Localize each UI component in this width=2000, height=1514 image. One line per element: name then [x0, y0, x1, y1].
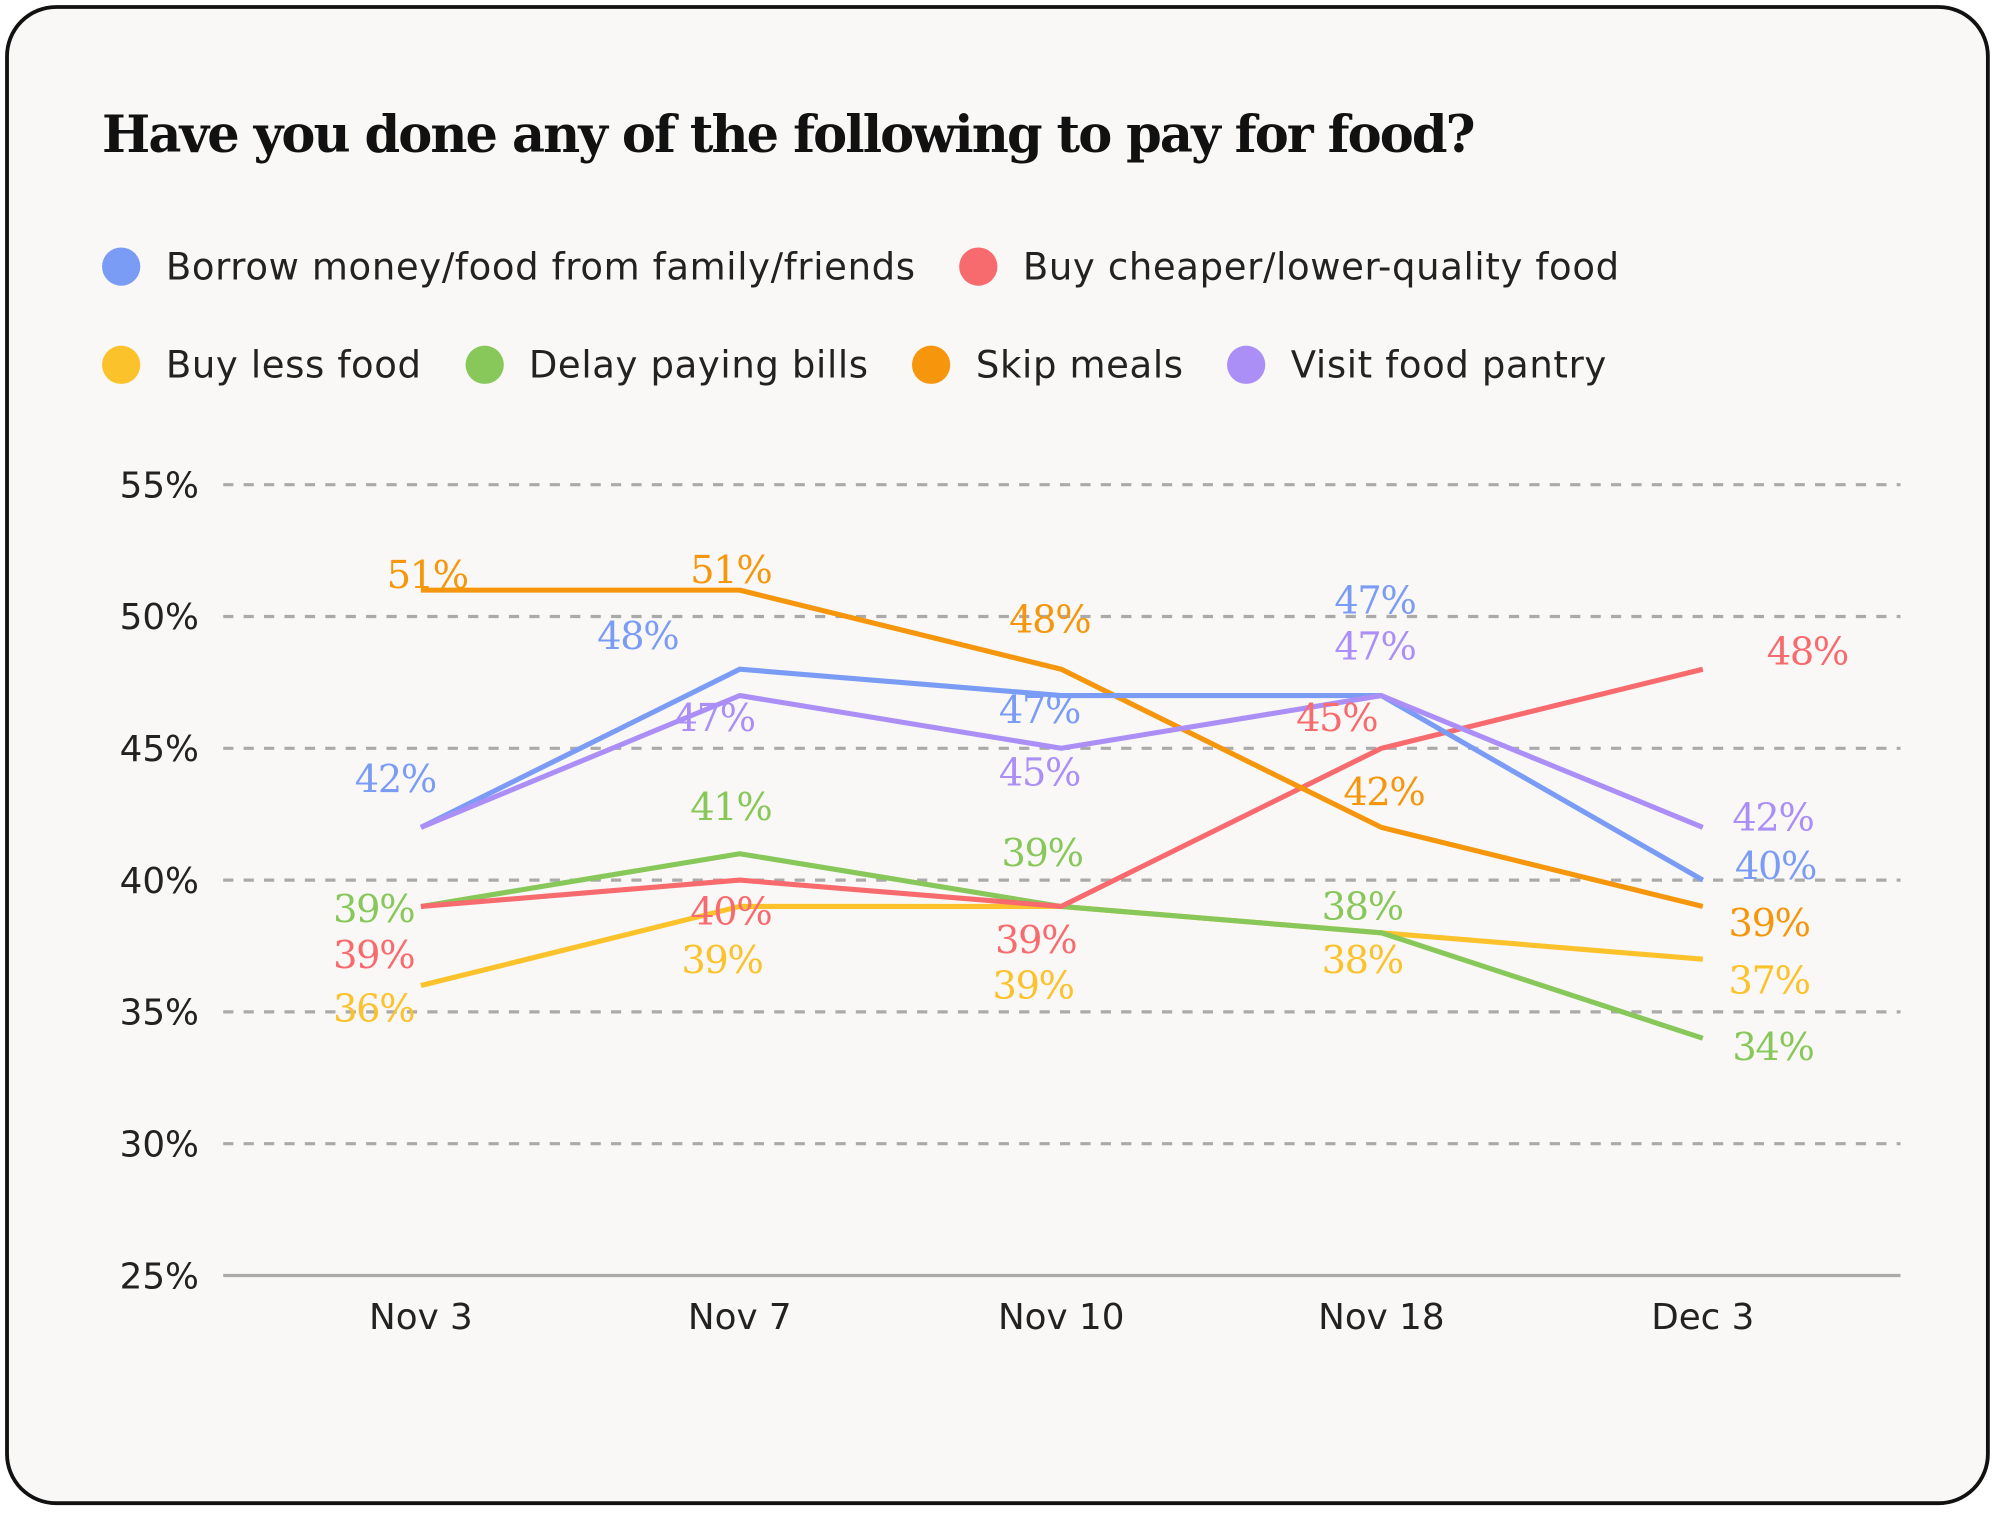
- legend-label: Skip meals: [975, 343, 1184, 387]
- data-label: 39%: [333, 887, 414, 932]
- data-label: 39%: [333, 933, 414, 978]
- y-tick-label: 55%: [120, 465, 199, 506]
- x-tick-label: Nov 18: [1318, 1297, 1444, 1338]
- legend-row-1: Borrow money/food from family/friends Bu…: [102, 245, 1663, 288]
- x-tick-label: Nov 7: [688, 1297, 792, 1338]
- data-label: 39%: [1729, 901, 1810, 946]
- y-tick-label: 30%: [120, 1124, 199, 1165]
- legend-label: Buy less food: [165, 343, 422, 387]
- data-label: 47%: [1334, 624, 1415, 669]
- legend-item: Visit food pantry: [1227, 343, 1607, 386]
- y-tick-label: 25%: [120, 1256, 199, 1297]
- legend-row-2: Buy less food Delay paying bills Skip me…: [102, 343, 1650, 386]
- data-label: 42%: [1732, 795, 1813, 840]
- data-label: 45%: [999, 751, 1080, 796]
- x-tick-label: Dec 3: [1651, 1297, 1754, 1338]
- data-label: 47%: [674, 696, 755, 741]
- data-label: 41%: [690, 785, 771, 830]
- legend-label: Delay paying bills: [528, 343, 869, 387]
- legend-item: Borrow money/food from family/friends: [102, 245, 916, 288]
- legend-dot: [465, 345, 504, 384]
- data-label: 37%: [1729, 959, 1810, 1004]
- data-label: 47%: [999, 688, 1080, 733]
- data-label: 42%: [1343, 770, 1424, 815]
- x-tick-label: Nov 10: [998, 1297, 1124, 1338]
- data-label: 51%: [690, 548, 771, 593]
- legend-label: Visit food pantry: [1290, 343, 1607, 387]
- data-label: 39%: [1001, 831, 1082, 876]
- series-line: [419, 693, 1704, 830]
- data-label: 39%: [993, 964, 1074, 1009]
- legend-item: Delay paying bills: [465, 343, 869, 386]
- legend-label: Borrow money/food from family/friends: [165, 244, 916, 289]
- data-label: 48%: [597, 614, 678, 659]
- data-label: 34%: [1732, 1025, 1813, 1070]
- legend-dot: [959, 247, 998, 286]
- data-label: 48%: [1767, 630, 1848, 675]
- data-label: 39%: [681, 938, 762, 983]
- data-label: 47%: [1334, 579, 1415, 624]
- legend-item: Buy cheaper/lower-quality food: [959, 245, 1620, 288]
- chart-title: Have you done any of the following to pa…: [102, 104, 1476, 165]
- data-label: 38%: [1322, 885, 1403, 930]
- y-tick-label: 45%: [120, 729, 199, 770]
- data-label: 40%: [690, 890, 771, 935]
- legend-dot: [912, 345, 951, 384]
- data-label: 40%: [1735, 844, 1816, 889]
- data-label: 45%: [1296, 696, 1377, 741]
- data-label: 42%: [355, 757, 436, 802]
- data-label: 39%: [995, 918, 1076, 963]
- legend-item: Buy less food: [102, 343, 422, 386]
- y-tick-label: 50%: [120, 597, 199, 638]
- x-tick-label: Nov 3: [369, 1297, 473, 1338]
- legend-dot: [1227, 345, 1266, 384]
- series-line: [420, 666, 1704, 910]
- legend-label: Buy cheaper/lower-quality food: [1022, 244, 1620, 289]
- data-label: 36%: [333, 987, 414, 1032]
- y-tick-label: 40%: [120, 861, 199, 902]
- data-label: 51%: [387, 553, 468, 598]
- chart-card: [5, 5, 1990, 1506]
- legend-dot: [102, 345, 141, 384]
- data-label: 38%: [1322, 938, 1403, 983]
- legend-dot: [102, 247, 141, 286]
- series-line: [419, 666, 1705, 883]
- data-label: 48%: [1009, 598, 1090, 643]
- legend-item: Skip meals: [912, 343, 1184, 386]
- y-tick-label: 35%: [120, 993, 199, 1034]
- series-line: [420, 587, 1704, 909]
